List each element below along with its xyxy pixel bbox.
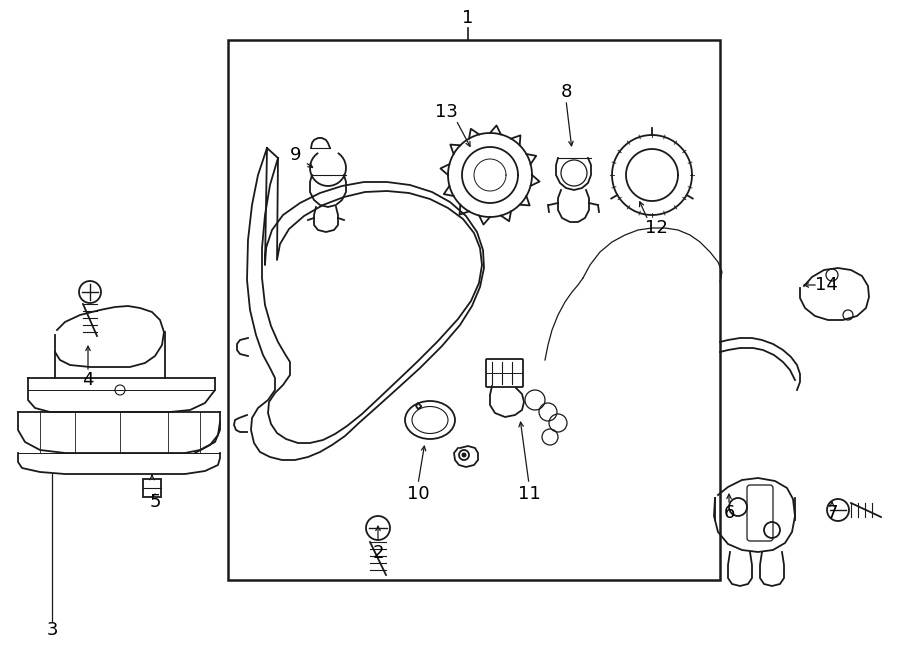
Bar (228, 40, 720, 580)
Text: 14: 14 (814, 276, 837, 294)
Text: 11: 11 (518, 485, 540, 503)
Text: 12: 12 (644, 219, 668, 237)
Text: 2: 2 (373, 544, 383, 562)
Text: 5: 5 (149, 493, 161, 511)
Text: 3: 3 (46, 621, 58, 639)
Text: 10: 10 (407, 485, 429, 503)
Text: 4: 4 (82, 371, 94, 389)
Circle shape (462, 453, 466, 457)
Text: 6: 6 (724, 504, 734, 522)
Text: 7: 7 (826, 504, 838, 522)
Text: 8: 8 (561, 83, 572, 101)
Text: 9: 9 (290, 146, 302, 164)
Text: 13: 13 (435, 103, 457, 121)
Bar (143, 479, 161, 497)
Text: 1: 1 (463, 9, 473, 27)
